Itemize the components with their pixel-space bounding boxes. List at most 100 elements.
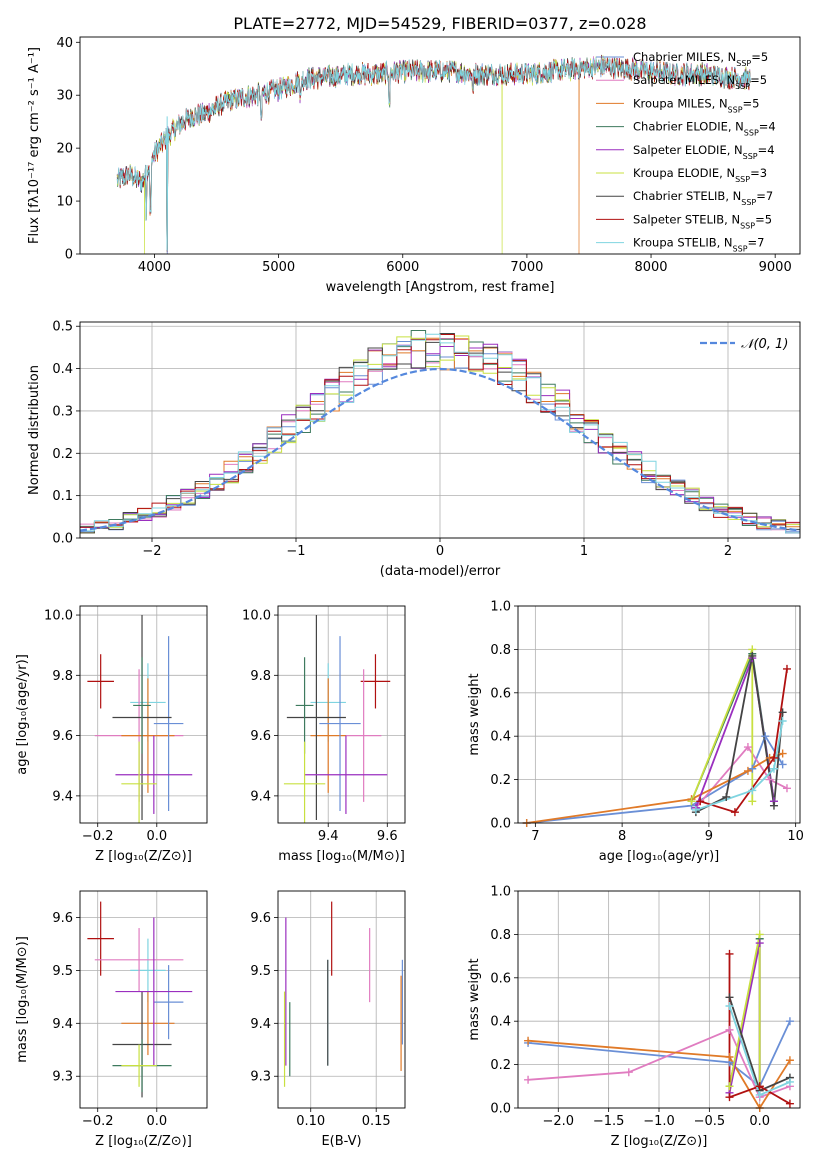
weight-marker (748, 786, 757, 795)
weight-line (699, 668, 788, 814)
y-tick-label: 9.4 (250, 1017, 271, 1032)
y-tick-label: 0.4 (490, 1015, 511, 1030)
legend-label: Chabrier ELODIE, NSSP=4 (633, 120, 776, 138)
panel-weight_vs_age: 7 8 9 10 0.0 0.2 0.4 0.6 0.8 1.0 age [log₁₀(age/yr… (467, 600, 804, 865)
axes-frame (517, 890, 801, 1109)
x-tick-label: 0.0 (749, 1114, 770, 1129)
y-tick-label: 0.0 (490, 1102, 511, 1117)
y-axis-label: mass [log₁₀(M/M⊙)] (15, 936, 30, 1063)
y-tick-label: 9.6 (250, 729, 271, 744)
y-tick-label: 0.4 (52, 362, 73, 377)
x-tick-label: 4000 (138, 260, 171, 275)
legend-label: Kroupa ELODIE, NSSP=3 (633, 166, 767, 184)
weight-marker (778, 708, 787, 717)
x-tick-label: 9 (705, 829, 713, 844)
weight-line (526, 752, 783, 823)
y-tick-label: 9.3 (52, 1070, 73, 1085)
plot-area (283, 615, 391, 823)
x-axis-label: (data-model)/error (380, 564, 501, 579)
x-tick-label: 0.15 (362, 1114, 391, 1129)
weight-line (528, 1020, 791, 1088)
weight-marker (725, 1082, 734, 1091)
y-tick-label: 0.2 (490, 773, 511, 788)
y-tick-label: 0.8 (490, 928, 511, 943)
y-tick-label: 9.4 (52, 1017, 73, 1032)
x-tick-label: 9.6 (377, 829, 398, 844)
plot-area (87, 615, 193, 823)
y-axis-label: mass weight (467, 673, 482, 755)
x-axis-label: wavelength [Angstrom, rest frame] (326, 280, 555, 295)
y-tick-label: 1.0 (490, 600, 511, 615)
weight-marker (725, 1025, 734, 1034)
x-axis-label: Z [log₁₀(Z/Z⊙)] (611, 1134, 708, 1149)
y-tick-label: 9.4 (250, 789, 271, 804)
legend-label: Salpeter ELODIE, NSSP=4 (633, 143, 775, 161)
weight-line (695, 720, 784, 811)
x-tick-label: 8000 (634, 260, 667, 275)
weight-marker (691, 805, 700, 814)
weight-marker (778, 717, 787, 726)
x-tick-label: 0.0 (146, 1114, 167, 1129)
y-tick-label: 0.3 (52, 404, 73, 419)
panel-mass_vs_ebv: 0.10 0.15 9.3 9.4 9.5 9.6 E(B-V) (250, 890, 406, 1149)
weight-marker (624, 1068, 633, 1077)
panel-weight_vs_Z: −2.0 −1.5 −1.0 −0.5 0.0 0.0 0.2 0.4 0.6 0.8 1.0 Z [… (467, 885, 801, 1149)
weight-marker (785, 1017, 794, 1026)
weight-marker (782, 664, 791, 673)
y-tick-label: 9.3 (250, 1070, 271, 1085)
panel-mass_vs_Z: −0.2 0.0 9.3 9.4 9.5 9.6 Z [log₁₀(Z/Z⊙)] mass [… (15, 890, 208, 1149)
weight-marker (524, 1036, 533, 1045)
weight-marker (785, 1056, 794, 1065)
weight-line (728, 953, 791, 1105)
weight-line (695, 745, 788, 809)
axes-frame (277, 605, 406, 824)
weight-marker (755, 930, 764, 939)
y-tick-label: 0 (65, 248, 73, 263)
x-axis-label: mass [log₁₀(M/M⊙)] (278, 849, 405, 864)
y-axis-label: Normed distribution (27, 365, 42, 495)
legend-label: Salpeter STELIB, NSSP=5 (633, 212, 772, 230)
x-tick-label: 10 (787, 829, 804, 844)
y-axis-label: Flux [fλ10⁻¹⁷ erg cm⁻² s⁻¹ A⁻¹] (27, 47, 42, 244)
weight-marker (748, 651, 757, 660)
weight-marker (725, 993, 734, 1002)
x-tick-label: 6000 (386, 260, 419, 275)
weight-marker (730, 808, 739, 817)
axes-frame (79, 605, 208, 824)
weight-marker (743, 743, 752, 752)
weight-marker (748, 797, 757, 806)
x-axis-label: E(B-V) (321, 1134, 361, 1149)
weight-marker (755, 939, 764, 948)
weight-marker (785, 1077, 794, 1086)
y-tick-label: 0.5 (52, 320, 73, 335)
y-tick-label: 9.8 (52, 669, 73, 684)
plot-area (80, 330, 800, 534)
weight-marker (782, 784, 791, 793)
y-tick-label: 0.1 (52, 489, 73, 504)
x-tick-label: −1.5 (593, 1114, 625, 1129)
weight-marker (743, 766, 752, 775)
histogram-step (80, 335, 800, 534)
weight-marker (769, 764, 778, 773)
histogram-step (80, 333, 800, 534)
y-tick-label: 1.0 (490, 885, 511, 900)
y-tick-label: 40 (56, 36, 73, 51)
weight-marker (755, 1090, 764, 1099)
x-tick-label: 1 (580, 544, 588, 559)
axes-frame (277, 890, 406, 1109)
weight-marker (761, 732, 770, 741)
y-tick-label: 0.6 (490, 686, 511, 701)
y-axis-label: mass weight (467, 958, 482, 1040)
x-tick-label: 0 (436, 544, 444, 559)
weight-marker (765, 775, 774, 784)
spectrum-line (116, 57, 751, 254)
x-tick-label: 5000 (262, 260, 295, 275)
axes-frame (79, 36, 801, 255)
y-tick-label: 9.6 (52, 729, 73, 744)
y-tick-label: 0.0 (490, 817, 511, 832)
weight-marker (769, 801, 778, 810)
x-tick-label: 9000 (759, 260, 792, 275)
y-tick-label: 10.0 (242, 609, 271, 624)
weight-marker (687, 797, 696, 806)
weight-marker (725, 1002, 734, 1011)
